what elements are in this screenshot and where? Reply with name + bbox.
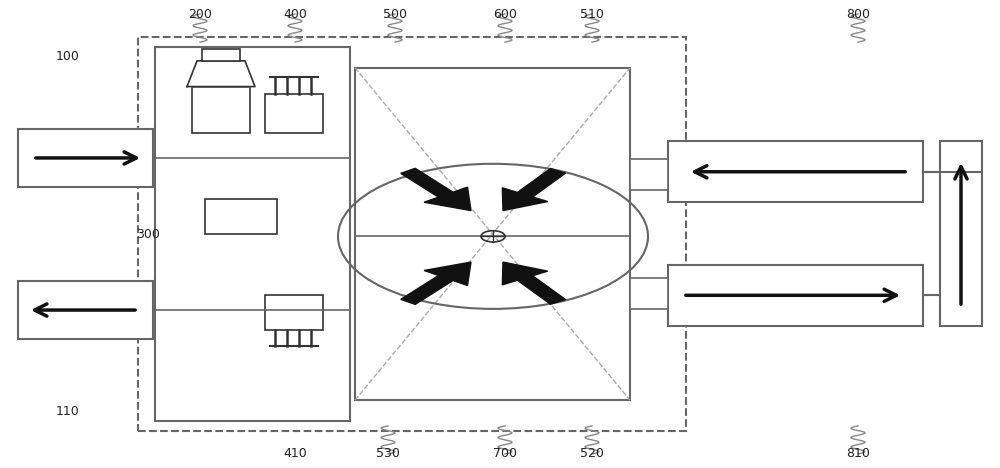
- FancyArrow shape: [401, 262, 471, 304]
- FancyArrow shape: [502, 262, 566, 304]
- Bar: [630, 159, 668, 190]
- Bar: [630, 278, 668, 309]
- Text: 520: 520: [580, 447, 604, 461]
- Text: 400: 400: [283, 7, 307, 21]
- Text: 100: 100: [56, 50, 80, 63]
- Text: 300: 300: [136, 227, 160, 241]
- Bar: [265, 94, 323, 133]
- Text: 800: 800: [846, 7, 870, 21]
- FancyArrow shape: [401, 168, 471, 211]
- Bar: [355, 68, 630, 400]
- Bar: [18, 281, 153, 339]
- Bar: [668, 141, 923, 202]
- Text: 110: 110: [56, 405, 80, 418]
- Bar: [202, 49, 240, 61]
- Bar: [205, 199, 277, 234]
- Text: 510: 510: [580, 7, 604, 21]
- Text: 700: 700: [493, 447, 517, 461]
- Bar: [155, 47, 350, 421]
- Bar: [940, 141, 982, 326]
- Text: 600: 600: [493, 7, 517, 21]
- Text: 530: 530: [376, 447, 400, 461]
- Bar: [668, 265, 923, 326]
- Text: 410: 410: [283, 447, 307, 461]
- Bar: [192, 87, 250, 133]
- Text: 200: 200: [188, 7, 212, 21]
- Text: 810: 810: [846, 447, 870, 461]
- Bar: [18, 129, 153, 187]
- FancyArrow shape: [502, 168, 566, 211]
- Bar: [138, 37, 686, 431]
- Bar: [265, 295, 323, 330]
- Text: 500: 500: [383, 7, 407, 21]
- Polygon shape: [187, 61, 255, 87]
